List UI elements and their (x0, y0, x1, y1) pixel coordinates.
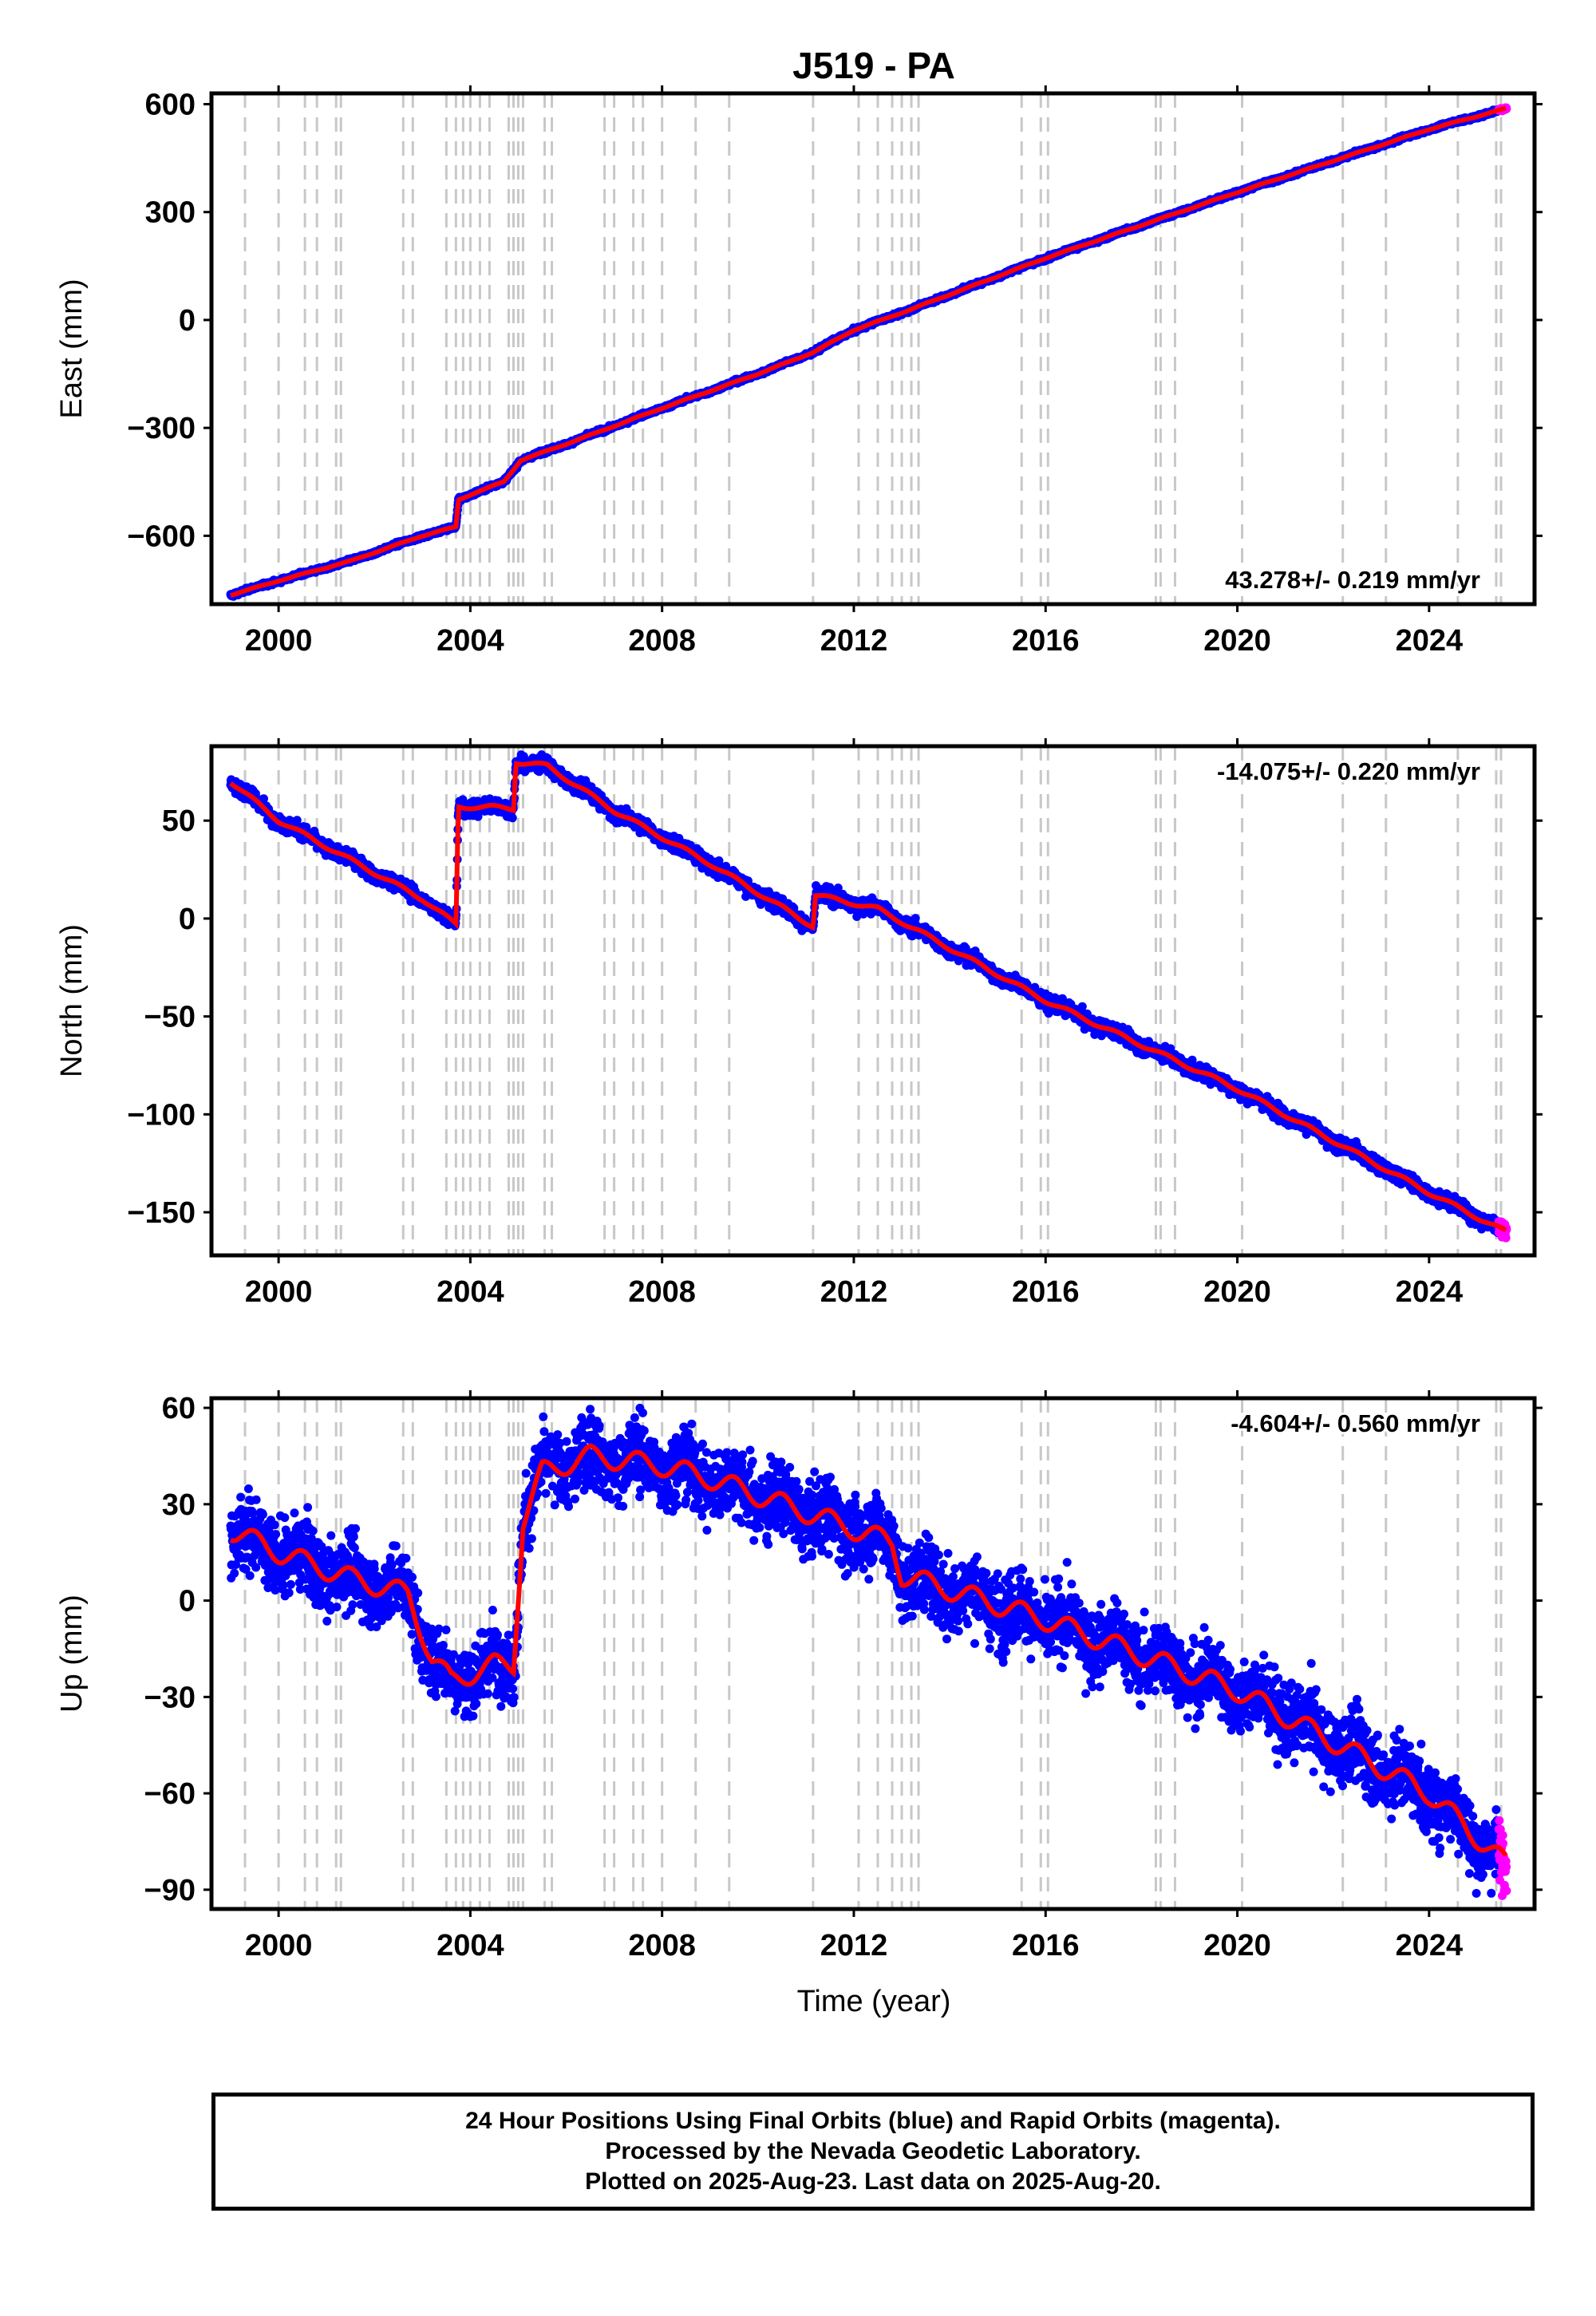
data-points (226, 750, 1511, 1243)
panel-east: −600 −300 0 300 600 2000 2004 2008 2012 2016 2020 2… (55, 85, 1543, 658)
plot-frame (209, 91, 1537, 607)
x-tick-label: 2020 (1203, 624, 1271, 658)
x-tick-label: 2016 (1012, 624, 1080, 658)
y-tick-label: −300 (127, 412, 196, 445)
y-tick-label: 300 (145, 196, 196, 230)
rate-label: 43.278+/- 0.219 mm/yr (1225, 566, 1480, 594)
final-orbit-point (292, 816, 302, 825)
y-axis-label: East (mm) (55, 279, 89, 418)
data-points (226, 103, 1511, 601)
x-tick-label: 2024 (1396, 624, 1464, 658)
x-tick-label: 2012 (820, 624, 888, 658)
x-tick-label: 2004 (437, 624, 504, 658)
y-tick-label: 0 (179, 304, 196, 338)
y-tick-label: −600 (127, 520, 196, 553)
model-fit-line (230, 105, 1507, 599)
x-tick-label: 2008 (628, 624, 696, 658)
chart-title: J519 - PA (792, 45, 955, 86)
x-tick-label: 2000 (245, 624, 313, 658)
y-tick-label: 600 (145, 89, 196, 122)
x-axis-label: Time (year) (797, 1985, 951, 2018)
